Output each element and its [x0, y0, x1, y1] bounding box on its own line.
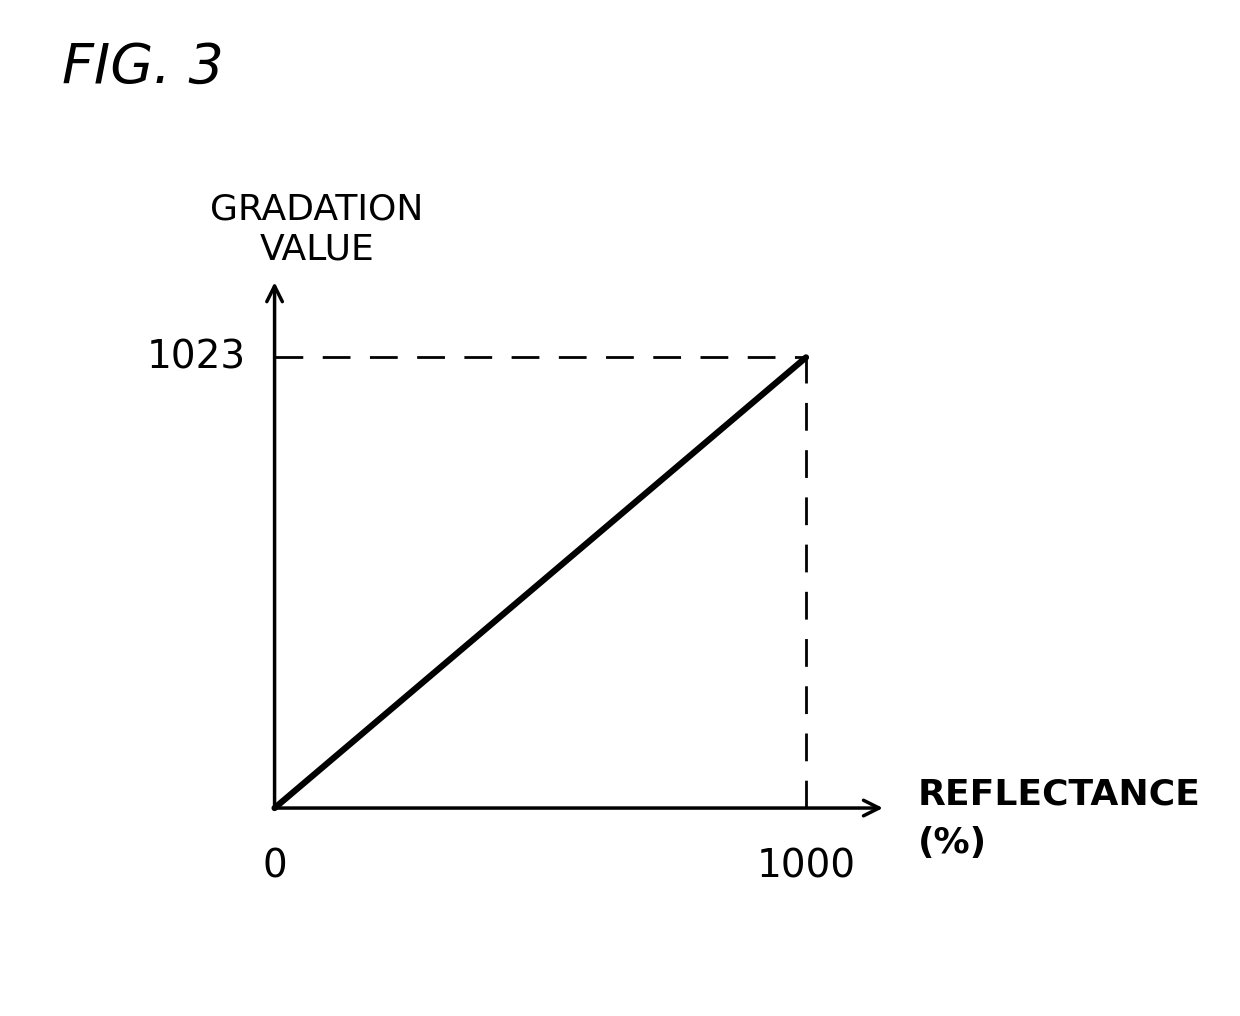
Text: FIG. 3: FIG. 3 — [62, 41, 223, 93]
Text: (%): (%) — [918, 826, 987, 861]
Text: 0: 0 — [262, 847, 286, 886]
Text: 1023: 1023 — [146, 338, 246, 376]
Text: GRADATION
VALUE: GRADATION VALUE — [211, 193, 424, 266]
Text: REFLECTANCE: REFLECTANCE — [918, 778, 1200, 812]
Text: 1000: 1000 — [756, 847, 856, 886]
